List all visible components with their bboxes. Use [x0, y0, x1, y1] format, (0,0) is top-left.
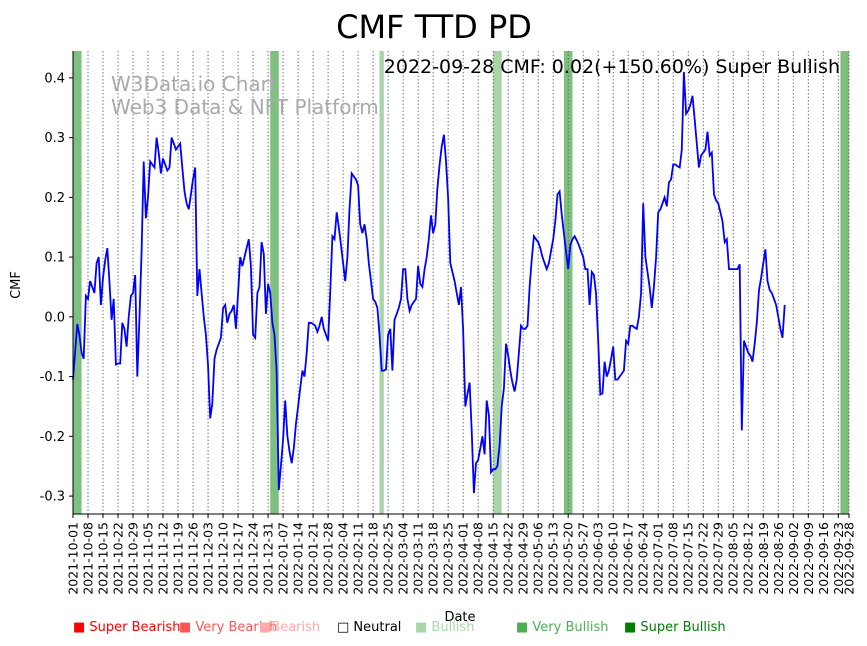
y-tick-label-0: -0.3 [40, 490, 65, 505]
x-tick-label-25: 2022-03-25 [441, 522, 456, 595]
legend-super-bullish: ■ Super Bullish [624, 620, 726, 635]
x-tick-label-28: 2022-04-15 [486, 522, 501, 595]
x-tick-label-4: 2021-10-29 [126, 522, 141, 595]
x-tick-label-9: 2021-12-03 [201, 522, 216, 595]
x-tick-label-11: 2021-12-17 [231, 522, 246, 595]
y-tick-label-5: 0.2 [44, 191, 65, 206]
y-tick-label-6: 0.3 [44, 131, 65, 146]
legend-super-bearish: ■ Super Bearish [73, 620, 181, 635]
chart-subtitle: 2022-09-28 CMF: 0.02(+150.60%) Super Bul… [384, 56, 840, 78]
watermark-line-1: W3Data.io Chart [111, 72, 277, 96]
region-2 [379, 51, 384, 514]
x-tick-label-46: 2022-08-19 [756, 522, 771, 595]
x-tick-label-6: 2021-11-12 [156, 522, 171, 595]
x-tick-label-48: 2022-09-02 [786, 522, 801, 595]
x-tick-label-26: 2022-04-01 [456, 522, 471, 595]
legend-bearish: ■Bearish [259, 620, 321, 635]
x-tick-label-40: 2022-07-08 [666, 522, 681, 595]
x-tick-label-41: 2022-07-15 [681, 522, 696, 595]
legend-very-bullish: ■ Very Bullish [516, 620, 609, 635]
x-tick-label-51: 2022-09-23 [831, 522, 846, 595]
legend-bullish: ■ Bullish [415, 620, 475, 635]
y-tick-label-7: 0.4 [44, 71, 65, 86]
x-tick-label-50: 2022-09-16 [816, 522, 831, 595]
legend-very-bearish: ■ Very Bearish [179, 620, 278, 635]
y-tick-label-4: 0.1 [44, 251, 65, 266]
x-tick-label-33: 2022-05-20 [561, 522, 576, 595]
x-tick-label-21: 2022-02-25 [381, 522, 396, 595]
x-tick-label-52: 2022-09-28 [842, 522, 857, 595]
x-tick-label-7: 2021-11-19 [171, 522, 186, 595]
y-tick-label-1: -0.2 [40, 430, 65, 445]
legend-neutral: □ Neutral [337, 620, 402, 635]
chart-title: CMF TTD PD [336, 8, 532, 46]
x-tick-label-30: 2022-04-29 [516, 522, 531, 595]
region-0 [73, 51, 82, 514]
watermark-line-2: Web3 Data & NFT Platform [111, 95, 379, 119]
x-tick-label-36: 2022-06-10 [606, 522, 621, 595]
y-tick-label-2: -0.1 [40, 370, 65, 385]
x-tick-label-2: 2021-10-15 [96, 522, 111, 595]
x-tick-label-27: 2022-04-08 [471, 522, 486, 595]
x-tick-label-45: 2022-08-12 [741, 522, 756, 595]
x-tick-label-37: 2022-06-17 [621, 522, 636, 595]
x-tick-label-10: 2021-12-10 [216, 522, 231, 595]
region-5 [840, 51, 849, 514]
x-tick-label-35: 2022-06-03 [591, 522, 606, 595]
x-tick-label-12: 2021-12-24 [246, 522, 261, 595]
x-tick-label-5: 2021-11-05 [141, 522, 156, 595]
x-tick-label-19: 2022-02-11 [351, 522, 366, 595]
x-tick-label-47: 2022-08-26 [771, 522, 786, 595]
x-tick-label-24: 2022-03-18 [426, 522, 441, 595]
x-tick-label-14: 2022-01-07 [276, 522, 291, 595]
region-1 [270, 51, 279, 514]
cmf-series-line [72, 71, 786, 494]
x-tick-label-17: 2022-01-28 [321, 522, 336, 595]
y-tick-label-3: 0.0 [44, 310, 65, 325]
x-tick-label-3: 2021-10-22 [111, 522, 126, 595]
x-tick-label-0: 2021-10-01 [66, 522, 81, 595]
x-tick-label-43: 2022-07-29 [711, 522, 726, 595]
region-3 [493, 51, 502, 514]
x-tick-label-15: 2022-01-14 [291, 522, 306, 595]
x-tick-label-23: 2022-03-11 [411, 522, 426, 595]
x-tick-label-31: 2022-05-06 [531, 522, 546, 595]
axes [72, 51, 849, 515]
x-tick-label-38: 2022-06-24 [636, 522, 651, 595]
x-tick-label-1: 2021-10-08 [81, 522, 96, 595]
x-tick-label-49: 2022-09-09 [801, 522, 816, 595]
x-ticks: 2021-10-01 2021-10-08 2021-10-15 2021-10-22… [66, 514, 857, 595]
x-tick-label-42: 2022-07-22 [696, 522, 711, 595]
x-axis-label: Date [444, 610, 475, 625]
y-axis-label: CMF [9, 271, 24, 299]
x-tick-label-8: 2021-11-26 [186, 522, 201, 595]
x-tick-label-16: 2022-01-21 [306, 522, 321, 595]
x-tick-label-32: 2022-05-13 [546, 522, 561, 595]
x-tick-label-20: 2022-02-18 [366, 522, 381, 595]
x-tick-label-34: 2022-05-27 [576, 522, 591, 595]
x-tick-label-22: 2022-03-04 [396, 522, 411, 595]
x-tick-label-29: 2022-04-22 [501, 522, 516, 595]
x-gridlines [72, 51, 850, 514]
y-ticks: -0.3 -0.2 -0.1 0.0 0.1 0.2 0.3 0.4 [40, 71, 73, 505]
sentiment-regions [73, 51, 849, 514]
x-tick-label-18: 2022-02-04 [336, 522, 351, 595]
x-tick-label-39: 2022-07-01 [651, 522, 666, 595]
x-tick-label-44: 2022-08-05 [726, 522, 741, 595]
x-tick-label-13: 2021-12-31 [261, 522, 276, 595]
